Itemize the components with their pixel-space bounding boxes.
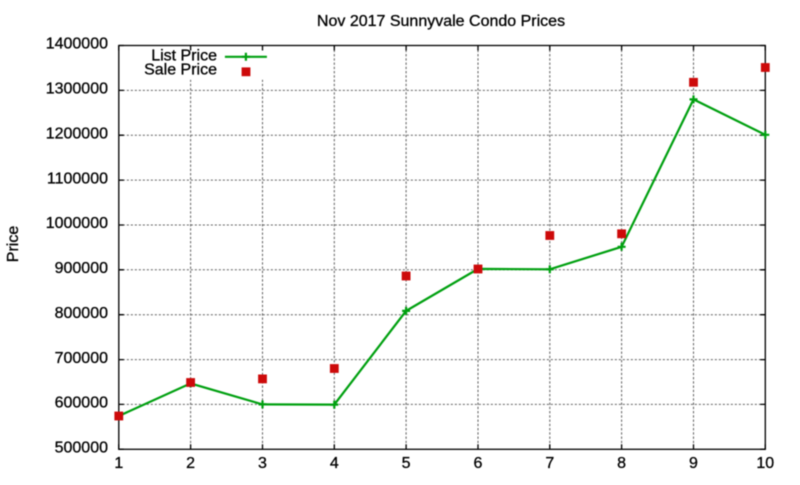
- svg-text:Nov 2017 Sunnyvale Condo Price: Nov 2017 Sunnyvale Condo Prices: [317, 13, 565, 30]
- svg-text:4: 4: [330, 455, 339, 472]
- svg-text:2: 2: [186, 455, 195, 472]
- svg-text:List Price: List Price: [151, 47, 217, 64]
- svg-text:700000: 700000: [55, 350, 108, 367]
- svg-text:1000000: 1000000: [46, 215, 108, 232]
- svg-text:1100000: 1100000: [47, 170, 108, 187]
- svg-text:1300000: 1300000: [46, 81, 108, 98]
- svg-text:1: 1: [114, 455, 123, 472]
- svg-text:Sale Price: Sale Price: [144, 62, 217, 79]
- svg-text:800000: 800000: [55, 305, 108, 322]
- svg-text:Price: Price: [5, 226, 22, 263]
- svg-text:1400000: 1400000: [46, 36, 108, 53]
- svg-text:8: 8: [617, 455, 626, 472]
- svg-text:500000: 500000: [55, 440, 108, 457]
- svg-text:900000: 900000: [55, 260, 108, 277]
- svg-text:6: 6: [474, 455, 483, 472]
- svg-text:600000: 600000: [55, 395, 108, 412]
- svg-text:10: 10: [756, 455, 774, 472]
- svg-text:1200000: 1200000: [46, 125, 108, 142]
- svg-text:7: 7: [545, 455, 554, 472]
- svg-text:9: 9: [689, 455, 698, 472]
- svg-text:3: 3: [258, 455, 267, 472]
- svg-text:5: 5: [402, 455, 411, 472]
